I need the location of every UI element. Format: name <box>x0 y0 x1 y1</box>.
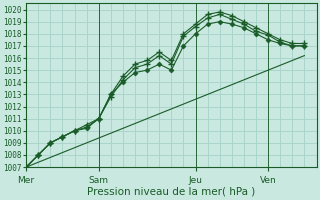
X-axis label: Pression niveau de la mer( hPa ): Pression niveau de la mer( hPa ) <box>87 187 255 197</box>
